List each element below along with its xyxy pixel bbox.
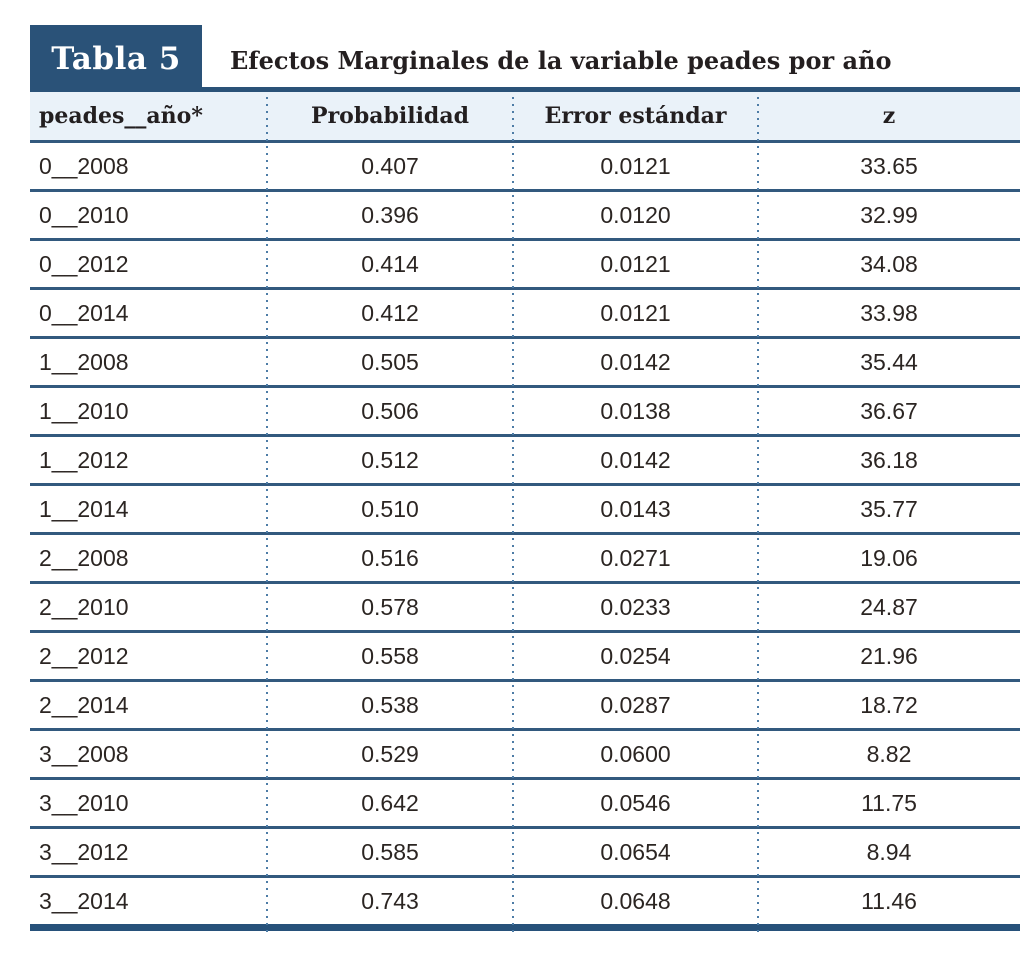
cell-probabilidad: 0.510 — [361, 495, 419, 522]
cell-error-estandar: 0.0546 — [600, 789, 671, 816]
table-row: 3__2014 0.743 0.0648 11.46 — [30, 878, 1020, 931]
cell-error-estandar: 0.0121 — [600, 250, 671, 277]
cell-peades-ano: 3__2014 — [39, 887, 129, 914]
cell-peades-ano: 0__2014 — [39, 299, 129, 326]
cell-error-estandar: 0.0138 — [600, 397, 671, 424]
cell-probabilidad: 0.538 — [361, 691, 419, 718]
cell-peades-ano: 0__2010 — [39, 201, 129, 228]
cell-peades-ano: 0__2012 — [39, 250, 129, 277]
cell-error-estandar: 0.0600 — [600, 740, 671, 767]
table-header-row: peades__año* Probabilidad Error estándar… — [30, 92, 1020, 143]
cell-probabilidad: 0.578 — [361, 593, 419, 620]
cell-error-estandar: 0.0233 — [600, 593, 671, 620]
table-row: 1__2008 0.505 0.0142 35.44 — [30, 339, 1020, 388]
cell-z: 8.94 — [866, 838, 912, 865]
table-number-label: Tabla 5 — [51, 40, 181, 77]
cell-probabilidad: 0.396 — [361, 201, 419, 228]
cell-probabilidad: 0.512 — [361, 446, 419, 473]
cell-error-estandar: 0.0254 — [600, 642, 671, 669]
cell-z: 32.99 — [860, 201, 918, 228]
cell-probabilidad: 0.529 — [361, 740, 419, 767]
cell-error-estandar: 0.0654 — [600, 838, 671, 865]
cell-error-estandar: 0.0142 — [600, 348, 671, 375]
table-row: 0__2010 0.396 0.0120 32.99 — [30, 192, 1020, 241]
cell-peades-ano: 3__2008 — [39, 740, 129, 767]
cell-z: 21.96 — [860, 642, 918, 669]
cell-probabilidad: 0.642 — [361, 789, 419, 816]
cell-probabilidad: 0.505 — [361, 348, 419, 375]
cell-probabilidad: 0.506 — [361, 397, 419, 424]
cell-probabilidad: 0.407 — [361, 152, 419, 179]
table-row: 3__2008 0.529 0.0600 8.82 — [30, 731, 1020, 780]
cell-peades-ano: 2__2008 — [39, 544, 129, 571]
cell-z: 19.06 — [860, 544, 918, 571]
table-row: 3__2010 0.642 0.0546 11.75 — [30, 780, 1020, 829]
cell-error-estandar: 0.0143 — [600, 495, 671, 522]
cell-peades-ano: 1__2014 — [39, 495, 129, 522]
cell-error-estandar: 0.0648 — [600, 887, 671, 914]
column-header-z: z — [882, 103, 896, 129]
table-row: 2__2008 0.516 0.0271 19.06 — [30, 535, 1020, 584]
cell-peades-ano: 2__2012 — [39, 642, 129, 669]
cell-probabilidad: 0.412 — [361, 299, 419, 326]
cell-error-estandar: 0.0121 — [600, 152, 671, 179]
cell-z: 35.77 — [860, 495, 918, 522]
cell-error-estandar: 0.0287 — [600, 691, 671, 718]
data-table: peades__año* Probabilidad Error estándar… — [30, 87, 1020, 934]
cell-z: 36.18 — [860, 446, 918, 473]
cell-z: 33.65 — [860, 152, 918, 179]
table-row: 3__2012 0.585 0.0654 8.94 — [30, 829, 1020, 878]
column-header-peades-ano: peades__año* — [39, 103, 203, 129]
table-row: 0__2012 0.414 0.0121 34.08 — [30, 241, 1020, 290]
table-number-badge: Tabla 5 — [30, 25, 202, 92]
cell-probabilidad: 0.558 — [361, 642, 419, 669]
cell-z: 34.08 — [860, 250, 918, 277]
cell-error-estandar: 0.0120 — [600, 201, 671, 228]
cell-peades-ano: 2__2014 — [39, 691, 129, 718]
cell-error-estandar: 0.0142 — [600, 446, 671, 473]
cell-peades-ano: 1__2008 — [39, 348, 129, 375]
column-header-error-estandar: Error estándar — [544, 103, 727, 129]
table-row: 0__2014 0.412 0.0121 33.98 — [30, 290, 1020, 339]
cell-peades-ano: 1__2010 — [39, 397, 129, 424]
cell-error-estandar: 0.0121 — [600, 299, 671, 326]
cell-probabilidad: 0.516 — [361, 544, 419, 571]
table-row: 0__2008 0.407 0.0121 33.65 — [30, 143, 1020, 192]
cell-z: 18.72 — [860, 691, 918, 718]
cell-z: 24.87 — [860, 593, 918, 620]
cell-z: 33.98 — [860, 299, 918, 326]
cell-error-estandar: 0.0271 — [600, 544, 671, 571]
table-row: 1__2014 0.510 0.0143 35.77 — [30, 486, 1020, 535]
cell-peades-ano: 3__2010 — [39, 789, 129, 816]
cell-probabilidad: 0.585 — [361, 838, 419, 865]
cell-z: 36.67 — [860, 397, 918, 424]
cell-peades-ano: 3__2012 — [39, 838, 129, 865]
cell-z: 11.46 — [861, 887, 917, 914]
table-row: 2__2012 0.558 0.0254 21.96 — [30, 633, 1020, 682]
cell-peades-ano: 0__2008 — [39, 152, 129, 179]
column-header-probabilidad: Probabilidad — [311, 103, 469, 129]
cell-probabilidad: 0.414 — [361, 250, 419, 277]
table-title: Efectos Marginales de la variable peades… — [230, 46, 892, 75]
cell-peades-ano: 1__2012 — [39, 446, 129, 473]
table-row: 1__2012 0.512 0.0142 36.18 — [30, 437, 1020, 486]
cell-probabilidad: 0.743 — [361, 887, 419, 914]
cell-z: 11.75 — [861, 789, 917, 816]
cell-z: 8.82 — [866, 740, 912, 767]
table-row: 2__2010 0.578 0.0233 24.87 — [30, 584, 1020, 633]
table-row: 1__2010 0.506 0.0138 36.67 — [30, 388, 1020, 437]
table-row: 2__2014 0.538 0.0287 18.72 — [30, 682, 1020, 731]
cell-peades-ano: 2__2010 — [39, 593, 129, 620]
cell-z: 35.44 — [860, 348, 918, 375]
